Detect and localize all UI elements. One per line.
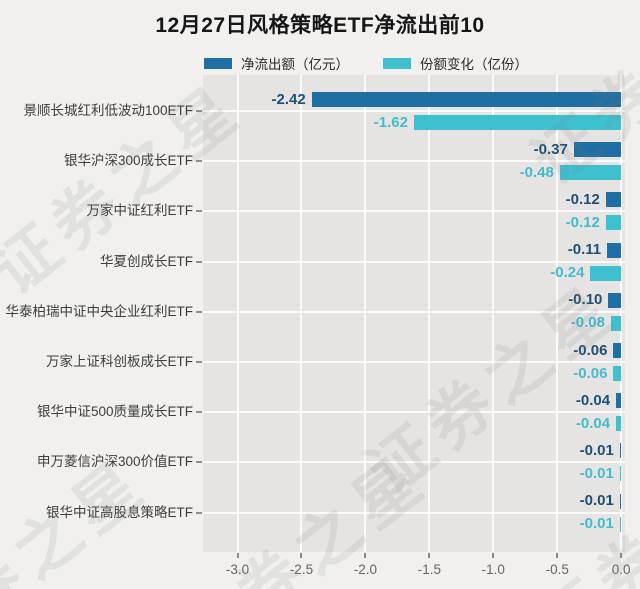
x-tick-label: -1.0 — [481, 562, 505, 577]
net-outflow-value-label: -0.12 — [565, 190, 600, 208]
share-change-bar — [590, 265, 622, 281]
net-outflow-bar — [619, 493, 622, 509]
net-outflow-bar — [573, 142, 622, 158]
y-gridline — [203, 260, 625, 263]
net-outflow-value-label: -0.06 — [573, 341, 608, 359]
net-outflow-bar — [616, 393, 622, 409]
net-outflow-value-label: -0.11 — [567, 241, 602, 259]
x-gridline — [236, 75, 239, 552]
net-outflow-value-label: -0.01 — [579, 492, 614, 510]
category-label: 银华中证500质量成长ETF — [36, 404, 193, 420]
net-outflow-value-label: -2.42 — [271, 90, 306, 108]
plot-area: -2.42 -1.62 -0.37 -0.48 -0.12 -0.12 -0.11 -0.24… — [203, 75, 625, 552]
category-label: 申万菱信沪深300价值ETF — [36, 454, 193, 470]
x-tick-label: -0.5 — [545, 562, 569, 577]
x-axis-tick — [556, 553, 559, 558]
y-gridline — [203, 160, 625, 163]
legend-item-share-change: 份额变化（亿份） — [383, 53, 528, 73]
net-outflow-bar — [605, 192, 622, 208]
net-outflow-value-label: -0.01 — [579, 441, 614, 459]
x-gridline — [300, 75, 303, 552]
x-axis-tick — [620, 553, 623, 558]
y-axis-tick — [196, 110, 202, 112]
share-change-value-label: -0.48 — [519, 163, 554, 181]
category-label: 万家上证科创板成长ETF — [46, 354, 193, 369]
y-axis-tick — [196, 411, 202, 414]
category-label: 银华中证高股息策略ETF — [46, 504, 193, 520]
net-outflow-value-label: -0.04 — [575, 391, 611, 409]
share-change-bar — [613, 366, 622, 381]
category-label: 华夏创成长ETF — [100, 253, 193, 269]
net-outflow-value-label: -0.10 — [568, 291, 603, 309]
y-gridline — [203, 461, 625, 464]
x-axis-tick — [236, 553, 239, 558]
y-gridline — [203, 361, 625, 363]
share-change-value-label: -0.04 — [575, 414, 611, 432]
net-outflow-value-label: -0.37 — [533, 140, 568, 158]
x-tick-label: -3.0 — [225, 562, 250, 577]
share-change-value-label: -0.08 — [570, 314, 605, 332]
x-axis-tick — [300, 553, 303, 558]
x-tick-label: -1.5 — [417, 562, 441, 577]
legend-label-net-outflow: 净流出额（亿元） — [241, 57, 349, 72]
y-gridline — [203, 310, 625, 313]
category-label: 万家中证红利ETF — [86, 203, 194, 219]
category-label: 银华沪深300成长ETF — [63, 153, 193, 169]
share-change-bar — [619, 466, 622, 482]
net-outflow-bar — [613, 343, 622, 358]
category-label: 景顺长城红利低波动100ETF — [23, 103, 193, 118]
x-gridline — [428, 75, 431, 552]
x-axis-tick — [364, 553, 367, 558]
category-label: 华泰柏瑞中证中央企业红利ETF — [5, 303, 194, 319]
net-outflow-bar — [607, 242, 622, 258]
y-axis-tick — [196, 461, 202, 464]
share-change-swatch-icon — [383, 57, 411, 69]
legend-item-net-outflow: 净流出额（亿元） — [204, 53, 349, 73]
y-axis-tick — [196, 310, 202, 313]
y-axis-tick — [196, 511, 202, 514]
share-change-bar — [605, 215, 622, 231]
y-gridline — [203, 210, 625, 213]
x-tick-label: 0.0 — [611, 562, 631, 577]
y-gridline — [203, 411, 625, 414]
x-gridline — [620, 75, 623, 552]
share-change-value-label: -0.24 — [550, 264, 585, 282]
legend-label-share-change: 份额变化（亿份） — [420, 57, 528, 72]
x-tick-label: -2.5 — [289, 562, 314, 577]
y-axis-tick — [196, 160, 202, 163]
y-axis-tick — [196, 361, 202, 363]
net-outflow-bar — [619, 443, 622, 459]
share-change-value-label: -0.01 — [579, 464, 614, 482]
share-change-bar — [616, 416, 622, 432]
x-gridline — [492, 75, 495, 552]
share-change-bar — [559, 165, 622, 181]
legend: 净流出额（亿元） 份额变化（亿份） — [204, 53, 528, 73]
x-gridline — [556, 75, 559, 552]
share-change-value-label: -0.01 — [579, 515, 614, 533]
net-outflow-bar — [311, 92, 622, 107]
x-axis-tick — [492, 553, 495, 558]
net-outflow-swatch-icon — [204, 57, 232, 69]
y-axis-tick — [196, 210, 202, 213]
share-change-value-label: -0.06 — [573, 364, 608, 382]
y-gridline — [203, 511, 625, 514]
x-axis-tick — [428, 553, 431, 558]
share-change-bar — [414, 115, 622, 130]
x-tick-label: -2.0 — [353, 562, 378, 577]
share-change-value-label: -0.12 — [565, 213, 600, 231]
share-change-bar — [610, 315, 622, 331]
share-change-bar — [619, 516, 622, 532]
share-change-value-label: -1.62 — [373, 113, 408, 131]
y-axis-tick — [196, 260, 202, 263]
x-gridline — [364, 75, 367, 552]
chart-title: 12月27日风格策略ETF净流出前10 — [155, 14, 485, 37]
net-outflow-bar — [608, 292, 622, 308]
y-gridline — [203, 110, 625, 112]
